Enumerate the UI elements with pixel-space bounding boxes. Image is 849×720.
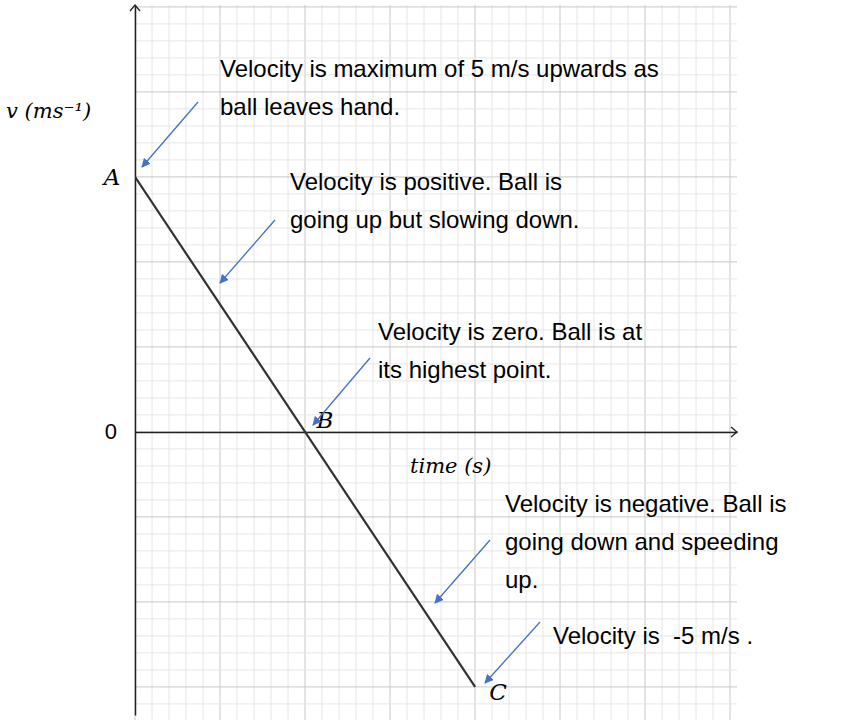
paper-line <box>135 686 737 687</box>
annotation-text: Velocity is zero. Ball is at <box>378 318 642 345</box>
paper-line <box>135 125 737 126</box>
annotation-text: Velocity is -5 m/s . <box>553 622 753 649</box>
paper-line <box>135 669 737 670</box>
annotation: Velocity is -5 m/s . <box>485 622 753 683</box>
x-axis-arrow <box>731 427 737 437</box>
annotation-arrow <box>142 102 198 167</box>
y-axis: 0 <box>105 6 136 716</box>
x-axis <box>136 432 738 433</box>
y-axis-line <box>135 6 137 716</box>
x-axis-line <box>136 432 738 434</box>
paper-line <box>696 5 697 720</box>
annotation: Velocity is negative. Ball is going down … <box>435 490 786 603</box>
paper-line <box>135 6 737 7</box>
paper-line <box>713 5 714 720</box>
paper-line <box>135 244 737 245</box>
annotation-text: ball leaves hand. <box>220 93 400 120</box>
paper-line <box>135 431 737 432</box>
paper-line <box>135 482 737 483</box>
paper-line <box>135 5 136 720</box>
paper-line <box>135 278 737 279</box>
annotation-text: Velocity is negative. Ball is <box>505 490 786 517</box>
annotation: Velocity is zero. Ball is at its highest … <box>313 318 642 425</box>
paper-line <box>135 703 737 704</box>
paper-line <box>135 584 737 585</box>
paper-line <box>135 397 737 398</box>
y-tick: 0 <box>105 419 135 444</box>
paper-line <box>560 5 561 720</box>
paper-line <box>594 5 595 720</box>
paper-line <box>186 5 187 720</box>
annotation-text: going down and speeding <box>505 528 779 555</box>
paper-line <box>135 652 737 653</box>
paper-line <box>135 567 737 568</box>
y-axis-title: v (ms⁻¹) <box>6 99 91 123</box>
paper-line <box>169 5 170 720</box>
paper-line <box>135 159 737 160</box>
annotation-text: going up but slowing down. <box>290 206 580 233</box>
annotation-arrow <box>220 220 275 283</box>
annotation-arrow <box>313 358 370 425</box>
paper-line <box>135 23 737 24</box>
velocity-line <box>135 177 475 687</box>
paper-line <box>152 5 153 720</box>
annotation-text: Velocity is maximum of 5 m/s upwards as <box>220 55 659 82</box>
paper-line <box>203 5 204 720</box>
paper-line <box>577 5 578 720</box>
y-axis-arrow <box>130 5 140 11</box>
paper-line <box>135 346 737 347</box>
annotation: Velocity is positive. Ball is going up bu… <box>220 168 580 283</box>
annotation-text: up. <box>505 566 538 593</box>
annotation-arrow <box>435 540 490 603</box>
x-axis-title: time (s) <box>410 454 491 478</box>
paper-line <box>628 5 629 720</box>
paper-line <box>135 142 737 143</box>
paper-line <box>611 5 612 720</box>
point-label: C <box>489 679 507 705</box>
annotation-text: Velocity is positive. Ball is <box>290 168 562 195</box>
paper-line <box>662 5 663 720</box>
paper-line <box>135 618 737 619</box>
annotation-arrow <box>485 622 540 683</box>
annotation-text: its highest point. <box>378 356 551 383</box>
paper-line <box>135 261 737 262</box>
plot-area <box>135 177 475 687</box>
paper-line <box>135 448 737 449</box>
point-label: A <box>102 164 121 190</box>
paper-line <box>135 295 737 296</box>
graph-paper <box>135 5 737 720</box>
paper-line <box>135 414 737 415</box>
paper-line <box>679 5 680 720</box>
annotation: Velocity is maximum of 5 m/s upwards as b… <box>142 55 659 167</box>
paper-line <box>645 5 646 720</box>
y-tick-label: 0 <box>105 419 117 444</box>
chart: 0v (ms⁻¹)time (s)ABCVelocity is maximum … <box>0 0 849 720</box>
paper-line <box>135 40 737 41</box>
paper-line <box>730 5 731 720</box>
